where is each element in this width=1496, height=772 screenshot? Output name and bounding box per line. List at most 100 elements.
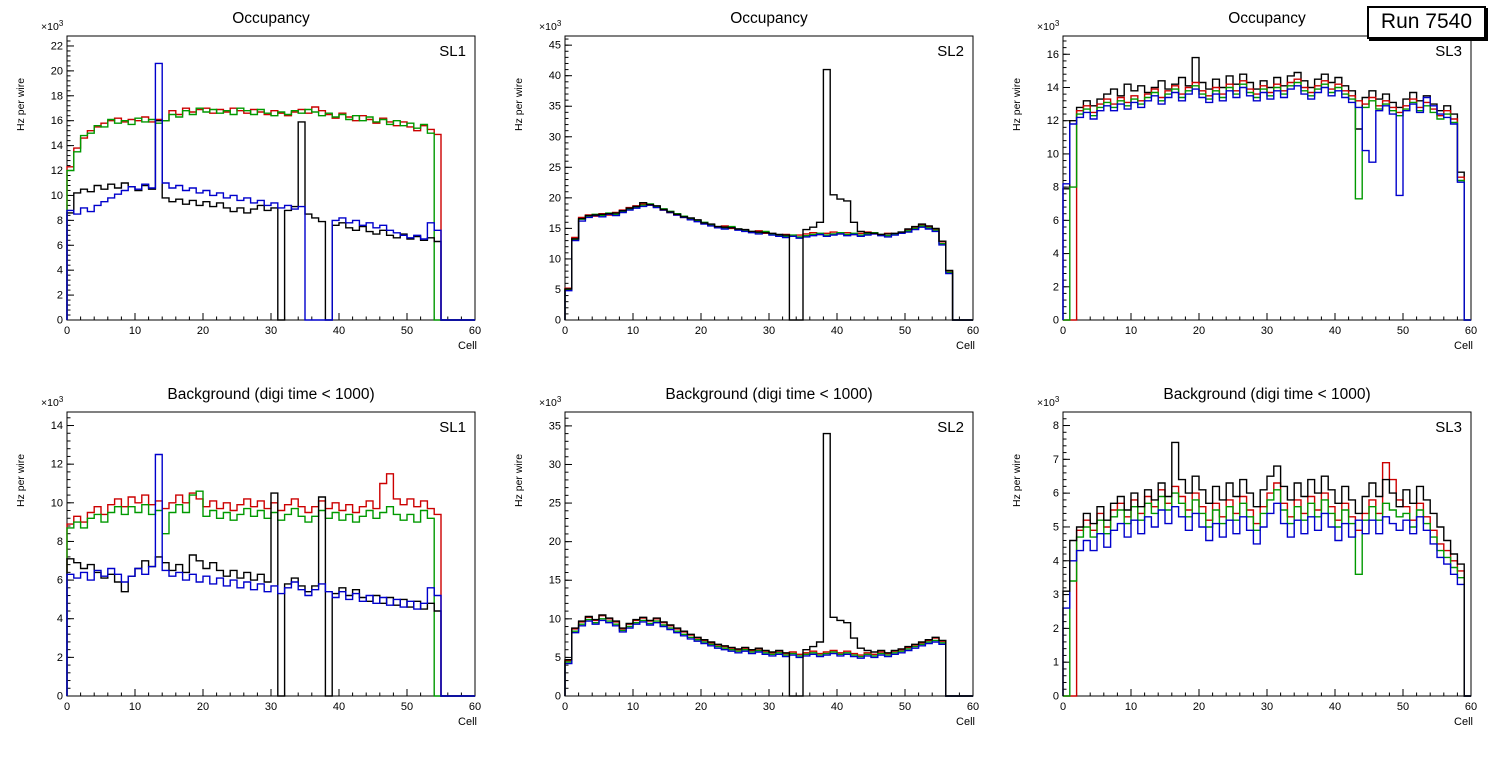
y-tick-label: 4 bbox=[57, 613, 63, 625]
panel-background-sl1: 0 2 4 6 8 10 12 14 0 10 20 30 40 50 60 ×103 Background (… bbox=[2, 382, 500, 758]
x-axis-title: Cell bbox=[956, 340, 975, 352]
panel-occupancy-sl2: 0 5 10 15 20 25 30 35 40 45 0 10 20 30 40 50 60 ×103 Occup… bbox=[500, 6, 998, 382]
y-tick-label: 1 bbox=[1053, 657, 1059, 669]
x-axis-title: Cell bbox=[458, 716, 477, 728]
x-tick-label: 50 bbox=[899, 701, 911, 713]
series-blue bbox=[1062, 85, 1471, 321]
y-axis-exponent: ×103 bbox=[539, 395, 562, 409]
y-tick-label: 16 bbox=[51, 115, 63, 127]
y-tick-label: 3 bbox=[1053, 589, 1059, 601]
y-tick-label: 4 bbox=[57, 265, 63, 277]
chart-title: Occupancy bbox=[730, 10, 808, 27]
y-tick-label: 35 bbox=[549, 101, 561, 113]
y-tick-label: 14 bbox=[51, 420, 63, 432]
series-blue bbox=[1062, 502, 1471, 697]
series-black bbox=[1062, 441, 1471, 697]
chart-background-sl1: 0 2 4 6 8 10 12 14 0 10 20 30 40 50 60 ×103 Background (… bbox=[15, 386, 481, 728]
x-tick-label: 20 bbox=[1193, 325, 1205, 337]
y-tick-label: 12 bbox=[51, 459, 63, 471]
x-tick-label: 40 bbox=[1329, 325, 1341, 337]
x-tick-label: 0 bbox=[562, 325, 568, 337]
x-tick-label: 50 bbox=[1397, 325, 1409, 337]
y-axis-exponent: ×103 bbox=[1037, 19, 1060, 33]
x-tick-label: 50 bbox=[1397, 701, 1409, 713]
y-tick-label: 20 bbox=[549, 536, 561, 548]
y-tick-label: 6 bbox=[1053, 215, 1059, 227]
series-blue bbox=[66, 453, 475, 697]
x-tick-label: 60 bbox=[967, 701, 979, 713]
x-tick-label: 20 bbox=[197, 325, 209, 337]
y-tick-label: 10 bbox=[51, 497, 63, 509]
chart-title: Occupancy bbox=[1228, 10, 1306, 27]
y-tick-label: 20 bbox=[51, 65, 63, 77]
plot-frame bbox=[66, 35, 476, 321]
series-red bbox=[66, 473, 475, 697]
x-tick-label: 40 bbox=[1329, 701, 1341, 713]
chart-title: Background (digi time < 1000) bbox=[167, 386, 374, 403]
y-tick-label: 2 bbox=[1053, 281, 1059, 293]
x-tick-label: 0 bbox=[64, 701, 70, 713]
y-axis-title: Hz per wire bbox=[15, 454, 27, 507]
x-tick-label: 40 bbox=[831, 325, 843, 337]
panel-occupancy-sl1: 0 2 4 6 8 10 12 14 16 18 20 22 0 10 20 30 40 50 60 ×103 Occu… bbox=[2, 6, 500, 382]
pad-label: SL3 bbox=[1435, 419, 1462, 436]
y-tick-label: 10 bbox=[549, 613, 561, 625]
x-tick-label: 10 bbox=[129, 325, 141, 337]
pad-label: SL2 bbox=[937, 419, 964, 436]
y-tick-label: 10 bbox=[1047, 148, 1059, 160]
y-tick-label: 6 bbox=[57, 575, 63, 587]
chart-title: Background (digi time < 1000) bbox=[1163, 386, 1370, 403]
x-tick-label: 40 bbox=[831, 701, 843, 713]
y-axis-exponent: ×103 bbox=[41, 19, 64, 33]
plot-frame bbox=[1062, 35, 1472, 321]
y-tick-label: 4 bbox=[1053, 248, 1059, 260]
y-tick-label: 15 bbox=[549, 575, 561, 587]
y-tick-label: 22 bbox=[51, 40, 63, 52]
x-tick-label: 60 bbox=[469, 325, 481, 337]
run-number-badge: Run 7540 bbox=[1366, 6, 1486, 39]
y-tick-label: 30 bbox=[549, 131, 561, 143]
series-black bbox=[564, 432, 973, 697]
y-axis-title: Hz per wire bbox=[513, 454, 525, 507]
x-tick-label: 60 bbox=[967, 325, 979, 337]
y-axis-title: Hz per wire bbox=[1011, 454, 1023, 507]
y-tick-label: 30 bbox=[549, 459, 561, 471]
y-tick-label: 18 bbox=[51, 90, 63, 102]
y-tick-label: 25 bbox=[549, 498, 561, 510]
y-axis-title: Hz per wire bbox=[1011, 78, 1023, 131]
y-tick-label: 5 bbox=[1053, 521, 1059, 533]
x-tick-label: 50 bbox=[899, 325, 911, 337]
y-tick-label: 8 bbox=[57, 215, 63, 227]
x-tick-label: 60 bbox=[1465, 325, 1477, 337]
series-blue bbox=[66, 62, 475, 321]
y-tick-label: 0 bbox=[1053, 315, 1059, 327]
x-axis-title: Cell bbox=[1454, 340, 1473, 352]
y-tick-label: 12 bbox=[1047, 115, 1059, 127]
y-tick-label: 35 bbox=[549, 420, 561, 432]
y-axis-exponent: ×103 bbox=[539, 19, 562, 33]
x-tick-label: 50 bbox=[401, 701, 413, 713]
y-tick-label: 14 bbox=[51, 140, 63, 152]
panel-occupancy-sl3: 0 2 4 6 8 10 12 14 16 0 10 20 30 40 50 60 ×103 Occupancy S… bbox=[998, 6, 1496, 382]
y-tick-label: 8 bbox=[57, 536, 63, 548]
x-tick-label: 30 bbox=[1261, 325, 1273, 337]
chart-title: Occupancy bbox=[232, 10, 310, 27]
y-tick-label: 10 bbox=[51, 190, 63, 202]
y-tick-label: 25 bbox=[549, 162, 561, 174]
x-tick-label: 20 bbox=[695, 701, 707, 713]
chart-occupancy-sl3: 0 2 4 6 8 10 12 14 16 0 10 20 30 40 50 60 ×103 Occupancy S… bbox=[1011, 10, 1477, 352]
pad-label: SL3 bbox=[1435, 43, 1462, 60]
x-tick-label: 30 bbox=[265, 701, 277, 713]
y-tick-label: 8 bbox=[1053, 420, 1059, 432]
x-tick-label: 30 bbox=[265, 325, 277, 337]
series-green bbox=[66, 107, 475, 321]
y-tick-label: 6 bbox=[1053, 488, 1059, 500]
y-tick-label: 45 bbox=[549, 40, 561, 52]
pad-label: SL2 bbox=[937, 43, 964, 60]
x-tick-label: 40 bbox=[333, 325, 345, 337]
y-tick-label: 6 bbox=[57, 240, 63, 252]
chart-occupancy-sl1: 0 2 4 6 8 10 12 14 16 18 20 22 0 10 20 30 40 50 60 ×103 Occu… bbox=[15, 10, 481, 352]
x-axis-title: Cell bbox=[956, 716, 975, 728]
series-black bbox=[564, 68, 973, 321]
